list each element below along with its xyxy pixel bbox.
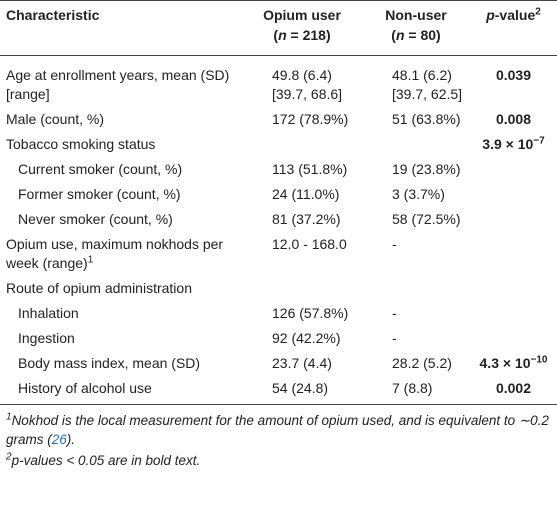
- table-cell: History of alcohol use: [18, 380, 152, 396]
- table-cell: [242, 276, 362, 301]
- table-row: Body mass index, mean (SD) 23.7 (4.4) 28.2…: [0, 351, 557, 376]
- table-body: Age at enrollment years, mean (SD) [rang…: [0, 56, 557, 405]
- superscript: −7: [533, 135, 545, 147]
- table-cell: Age at enrollment years, mean (SD) [rang…: [6, 67, 230, 102]
- table-cell: 28.2 (5.2): [392, 355, 452, 371]
- cell-text: 4.3 × 10: [479, 355, 531, 371]
- table-row: Route of opium administration: [0, 276, 557, 301]
- superscript: −10: [530, 354, 548, 366]
- table-cell: -: [392, 330, 397, 346]
- footnote-mark: 1: [6, 411, 12, 423]
- table-cell: 24 (11.0%): [272, 186, 340, 202]
- table-cell: Male (count, %): [6, 111, 105, 127]
- table-cell: [470, 276, 557, 301]
- footnote-mark: 2: [535, 6, 541, 18]
- header-text: = 80): [404, 27, 441, 43]
- header-cell: Characteristic: [6, 7, 100, 23]
- table-row: Age at enrollment years, mean (SD) [rang…: [0, 56, 557, 108]
- table-cell: Inhalation: [18, 305, 79, 321]
- table-cell: 58 (72.5%): [392, 211, 461, 227]
- table-cell: 113 (51.8%): [272, 161, 348, 177]
- superscript: 1: [87, 254, 94, 266]
- table-cell: [470, 182, 557, 207]
- table-cell: [362, 276, 470, 301]
- footnotes: 1Nokhod is the local measurement for the…: [0, 405, 557, 470]
- table-row: Former smoker (count, %) 24 (11.0%) 3 (3.7…: [0, 182, 557, 207]
- table-cell: 23.7 (4.4): [272, 355, 332, 371]
- reference-link[interactable]: 26: [51, 432, 67, 447]
- cell-text: Opium use, maximum nokhods per week (ran…: [6, 236, 224, 271]
- table-row: Never smoker (count, %) 81 (37.2%) 58 (72.…: [0, 207, 557, 232]
- header-text: n: [395, 27, 405, 43]
- table-row: Inhalation 126 (57.8%) -: [0, 301, 557, 326]
- table-row: Male (count, %) 172 (78.9%) 51 (63.8%) 0.00…: [0, 107, 557, 132]
- cell-text: 3.9 × 10: [482, 136, 534, 152]
- table-cell: 126 (57.8%): [272, 305, 349, 321]
- table-cell: -: [392, 236, 397, 252]
- footnote-text: -values < 0.05 are in bold text.: [19, 453, 201, 468]
- header-text: -value: [494, 7, 536, 23]
- table-cell: Tobacco smoking status: [6, 136, 156, 152]
- table-cell: -: [392, 305, 397, 321]
- header-text: (: [273, 27, 279, 43]
- table-cell: Current smoker (count, %): [18, 161, 183, 177]
- header-cell: p-value2: [470, 1, 557, 56]
- table-row: Tobacco smoking status 3.9 × 10−7: [0, 132, 557, 157]
- header-text: n: [278, 27, 287, 43]
- table-cell: 81 (37.2%): [272, 211, 341, 227]
- table-cell: Ingestion: [18, 330, 75, 346]
- table-cell: 0.039: [495, 67, 532, 83]
- table-cell: 54 (24.8): [272, 380, 329, 396]
- footnote-mark: 2: [6, 451, 12, 463]
- table-cell: 0.008: [495, 111, 532, 127]
- footnote: 2p-values < 0.05 are in bold text.: [6, 451, 551, 470]
- table-cell: 172 (78.9%): [272, 111, 349, 127]
- header-text: Opium user: [263, 7, 341, 23]
- footnote-text: p: [11, 453, 20, 468]
- header-row: Characteristic Opium user (n = 218) Non-u…: [0, 0, 557, 56]
- header-cell: Opium user (n = 218): [242, 1, 362, 56]
- table-cell: Route of opium administration: [6, 280, 192, 296]
- table-cell: 48.1 (6.2) [39.7, 62.5]: [392, 67, 463, 102]
- table-cell: 12.0 - 168.0: [272, 236, 347, 252]
- table-row: Opium use, maximum nokhods per week (ran…: [0, 232, 557, 276]
- table-cell: 51 (63.8%): [392, 111, 461, 127]
- header-text: = 218): [286, 27, 331, 43]
- table-cell: [470, 157, 557, 182]
- table-cell: [470, 326, 557, 351]
- table-cell: 7 (8.8): [392, 380, 433, 396]
- table-cell: 49.8 (6.4) [39.7, 68.6]: [272, 67, 343, 102]
- table-cell: [362, 132, 470, 157]
- table-cell: [470, 301, 557, 326]
- table-cell: 19 (23.8%): [392, 161, 461, 177]
- table: Characteristic Opium user (n = 218) Non-u…: [0, 0, 557, 405]
- table-cell: [470, 232, 557, 276]
- table-row: Current smoker (count, %) 113 (51.8%) 19 (…: [0, 157, 557, 182]
- header-text: Non-user: [385, 7, 447, 23]
- table-header: Characteristic Opium user (n = 218) Non-u…: [0, 0, 557, 56]
- table-row: Ingestion 92 (42.2%) -: [0, 326, 557, 351]
- table-row: History of alcohol use 54 (24.8) 7 (8.8) 0.…: [0, 376, 557, 405]
- table-cell: [470, 207, 557, 232]
- table-cell: Opium use, maximum nokhods per week (ran…: [0, 232, 242, 276]
- table-cell: 3 (3.7%): [392, 186, 445, 202]
- header-cell: Non-user (n = 80): [362, 1, 470, 56]
- table-cell: Never smoker (count, %): [18, 211, 173, 227]
- table-cell: Body mass index, mean (SD): [18, 355, 201, 371]
- header-text: (: [391, 27, 396, 43]
- footnote-text: ).: [66, 432, 76, 447]
- table-cell: 4.3 × 10−10: [470, 351, 557, 376]
- footnote: 1Nokhod is the local measurement for the…: [6, 411, 551, 449]
- footnote-text: Nokhod is the local measurement for the …: [6, 413, 549, 447]
- table-cell: Former smoker (count, %): [18, 186, 181, 202]
- table-cell: [242, 132, 362, 157]
- table-cell: 92 (42.2%): [272, 330, 341, 346]
- table-cell: 0.002: [495, 380, 532, 396]
- header-text: p: [486, 7, 495, 23]
- table-cell: 3.9 × 10−7: [470, 132, 557, 157]
